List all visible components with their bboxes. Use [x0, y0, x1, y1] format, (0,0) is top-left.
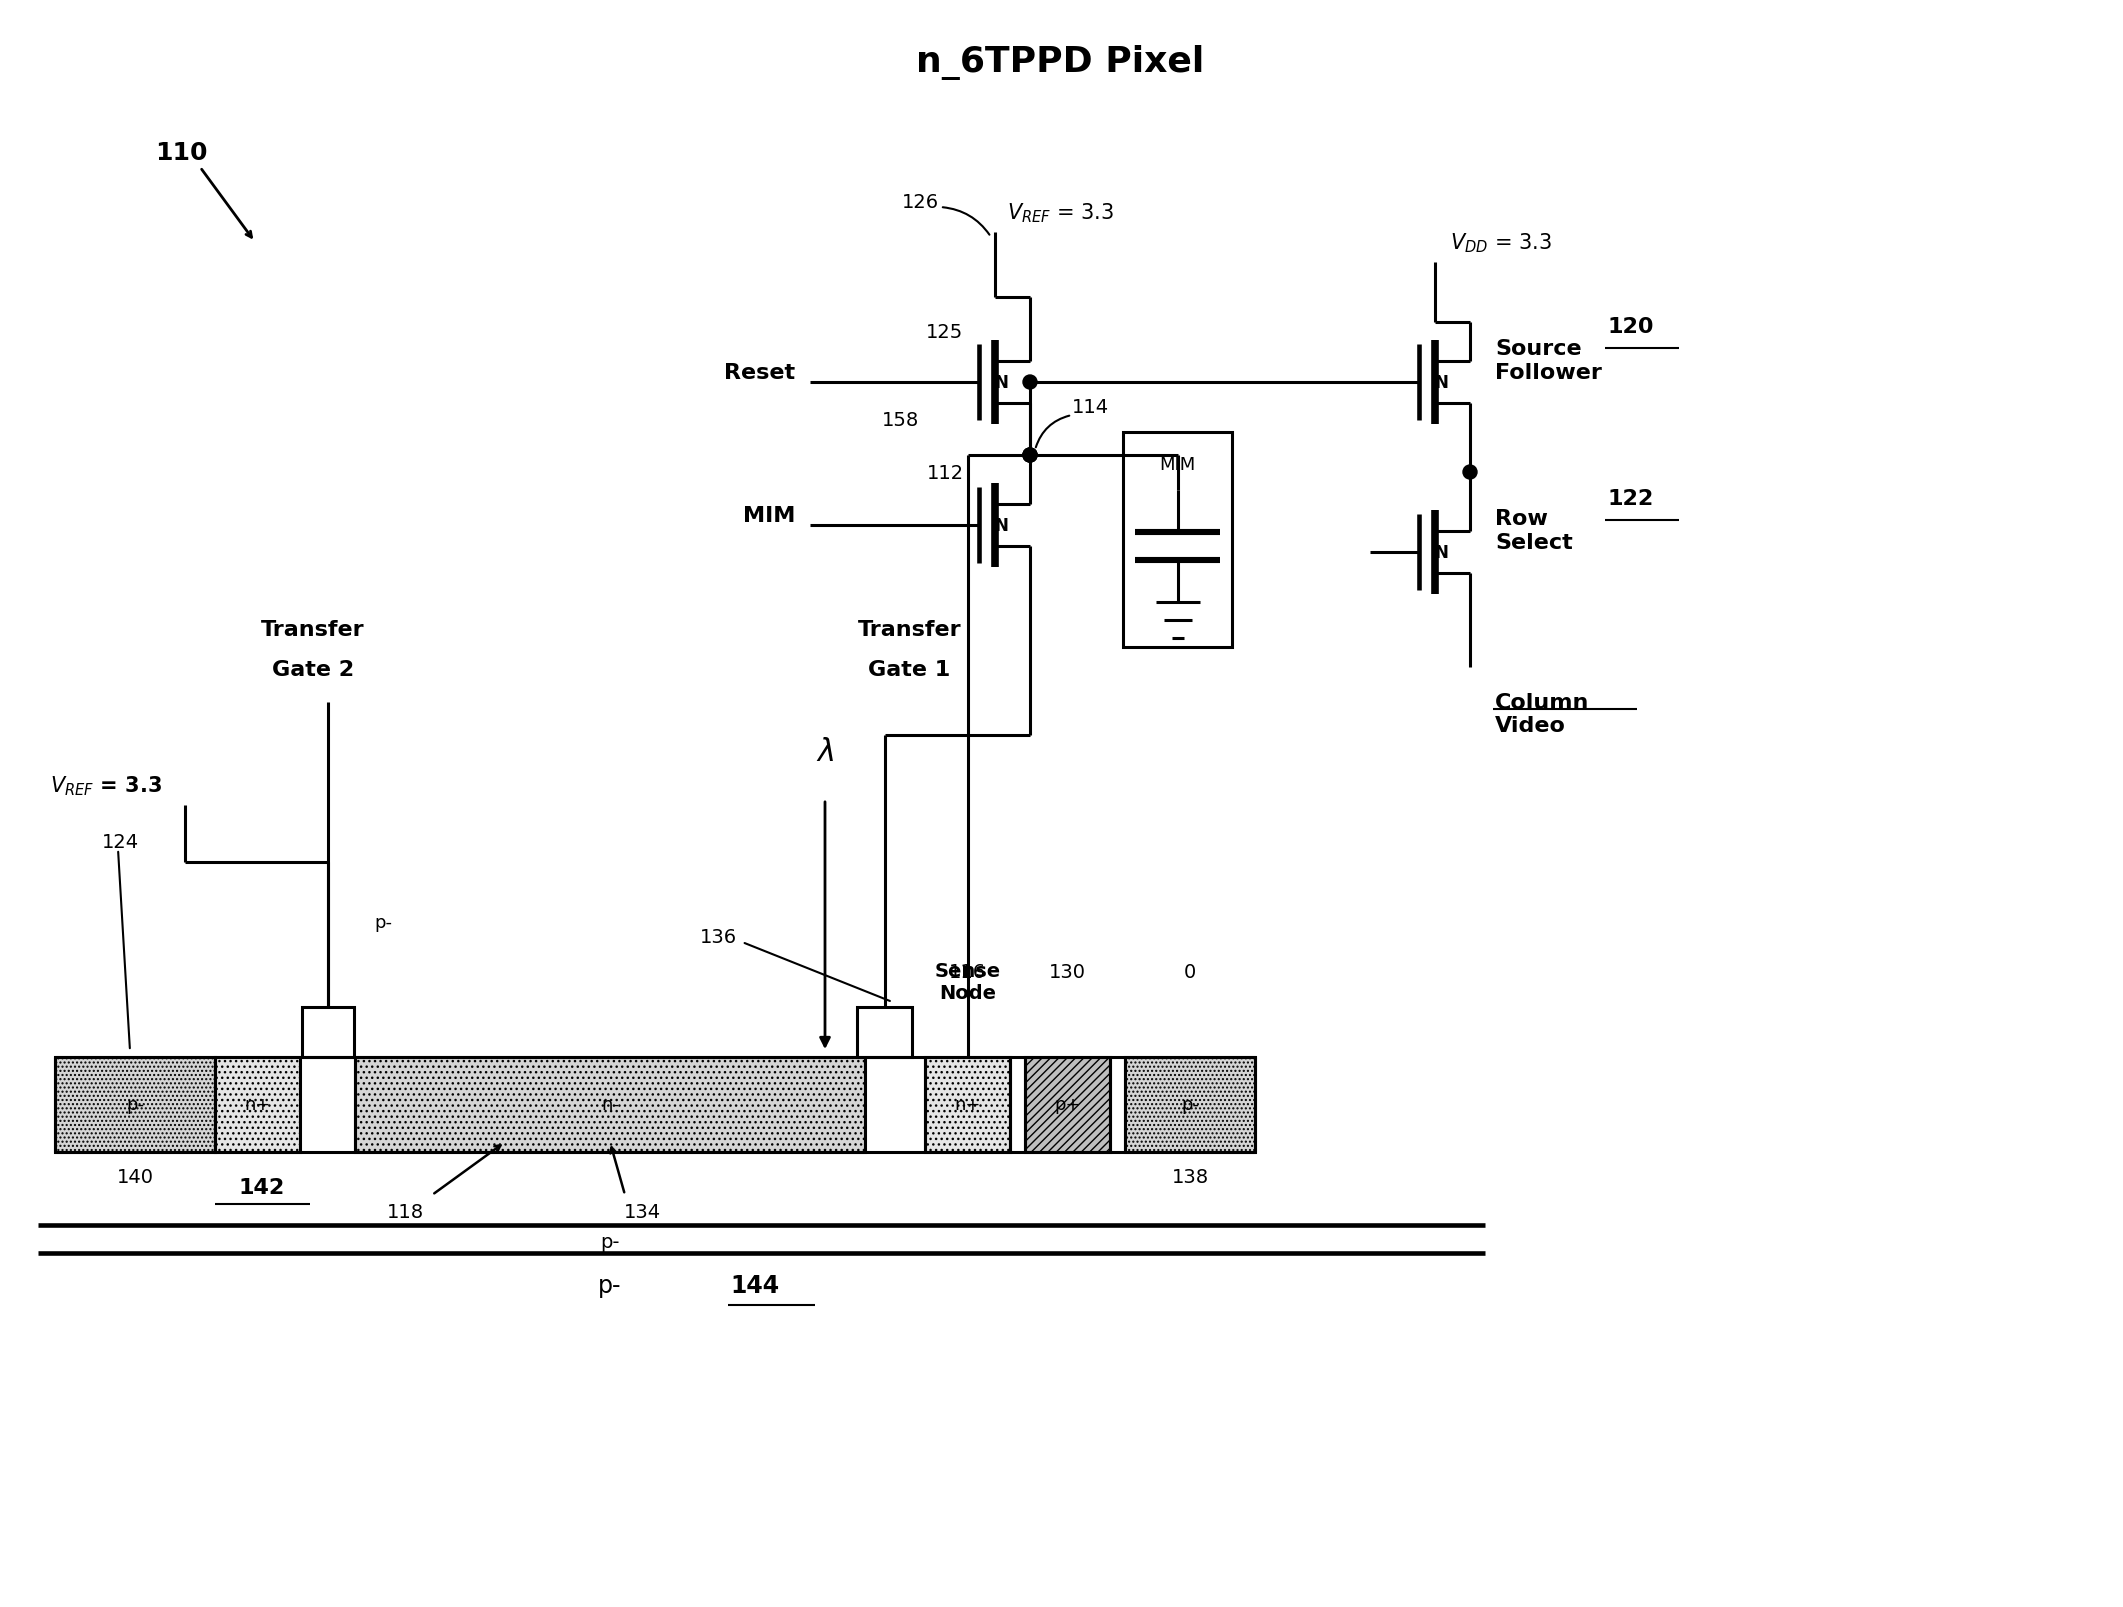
- Text: 125: 125: [926, 323, 964, 342]
- Text: MIM: MIM: [743, 506, 794, 525]
- Text: Source
Follower: Source Follower: [1495, 339, 1603, 382]
- Text: Transfer: Transfer: [261, 620, 365, 640]
- Text: p-: p-: [374, 913, 393, 932]
- Bar: [1025, 1057, 1110, 1152]
- Text: p-: p-: [1180, 1096, 1199, 1114]
- Text: 120: 120: [1607, 317, 1654, 337]
- Bar: [301, 1008, 355, 1057]
- Text: p-: p-: [125, 1096, 144, 1114]
- Text: 136: 136: [698, 927, 737, 947]
- Text: n_6TPPD Pixel: n_6TPPD Pixel: [915, 45, 1204, 80]
- Text: 114: 114: [1072, 399, 1108, 418]
- Text: Gate 2: Gate 2: [272, 659, 355, 680]
- Text: $V_{REF}$ = 3.3: $V_{REF}$ = 3.3: [51, 773, 161, 797]
- Text: Transfer: Transfer: [858, 620, 962, 640]
- Text: n+: n+: [955, 1096, 981, 1114]
- Text: N: N: [1433, 374, 1448, 392]
- Text: 116: 116: [949, 963, 985, 982]
- Text: n-: n-: [601, 1096, 620, 1114]
- Circle shape: [1463, 466, 1478, 480]
- Text: N: N: [994, 517, 1008, 535]
- Bar: [858, 1008, 913, 1057]
- Bar: [1123, 432, 1231, 648]
- Bar: [864, 1057, 926, 1152]
- Text: n+: n+: [244, 1096, 272, 1114]
- Text: p-: p-: [601, 1233, 620, 1252]
- Bar: [214, 1057, 299, 1152]
- Text: 124: 124: [102, 832, 138, 852]
- Text: $V_{DD}$ = 3.3: $V_{DD}$ = 3.3: [1450, 231, 1552, 256]
- Text: $\lambda$: $\lambda$: [815, 738, 834, 767]
- Text: 0: 0: [1185, 963, 1195, 982]
- Text: p-: p-: [599, 1273, 622, 1297]
- Circle shape: [1023, 448, 1036, 463]
- Text: 138: 138: [1172, 1168, 1208, 1186]
- Text: 134: 134: [624, 1202, 660, 1221]
- Text: 122: 122: [1607, 489, 1654, 509]
- Circle shape: [1023, 448, 1036, 463]
- Text: 126: 126: [902, 193, 938, 212]
- Text: Row
Select: Row Select: [1495, 509, 1573, 553]
- Text: 112: 112: [926, 464, 964, 484]
- Bar: [299, 1057, 355, 1152]
- Text: 144: 144: [730, 1273, 779, 1297]
- Bar: [926, 1057, 1011, 1152]
- Text: $V_{REF}$ = 3.3: $V_{REF}$ = 3.3: [1006, 201, 1115, 225]
- Text: 130: 130: [1049, 963, 1087, 982]
- Text: Sense
Node: Sense Node: [934, 961, 1000, 1003]
- Text: p+: p+: [1055, 1096, 1081, 1114]
- Text: Gate 1: Gate 1: [868, 659, 951, 680]
- Text: Reset: Reset: [724, 363, 794, 382]
- Text: 140: 140: [117, 1168, 153, 1186]
- Text: 142: 142: [240, 1178, 284, 1197]
- Text: N: N: [994, 374, 1008, 392]
- Text: N: N: [1433, 543, 1448, 562]
- Circle shape: [1023, 376, 1036, 391]
- Text: MIM: MIM: [1159, 456, 1195, 474]
- Bar: [1125, 1057, 1255, 1152]
- Text: 110: 110: [155, 141, 208, 166]
- Text: 158: 158: [881, 411, 919, 431]
- Circle shape: [1023, 448, 1036, 463]
- Bar: [55, 1057, 214, 1152]
- Text: 118: 118: [386, 1202, 425, 1221]
- Text: Column
Video: Column Video: [1495, 693, 1590, 736]
- Bar: [355, 1057, 864, 1152]
